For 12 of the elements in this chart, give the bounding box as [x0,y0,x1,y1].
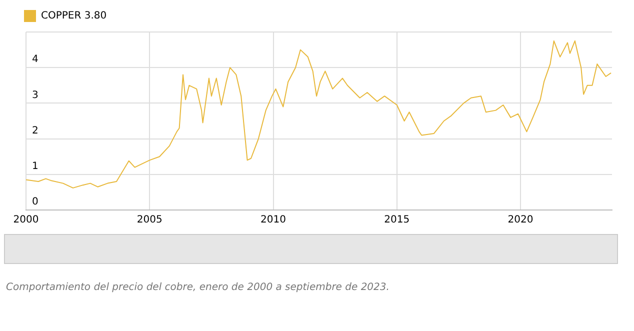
x-tick-label: 2005 [136,214,162,226]
text: Comportamiento del precio del cobre, enero de 2000 a septiembre de 2023. [6,282,390,293]
x-tick-label: 2015 [384,214,410,226]
x-tick-label: 2000 [13,214,39,226]
x-tick-label: 2020 [508,214,534,226]
y-tick-label: 1 [32,160,38,172]
y-tick-label: 3 [32,90,38,101]
x-tick-label: 2010 [260,214,286,226]
y-tick-label: 4 [32,54,38,66]
y-tick-label: 2 [32,125,38,136]
y-tick-label: 0 [32,196,38,208]
legend-label: COPPER 3.80 [41,10,107,22]
